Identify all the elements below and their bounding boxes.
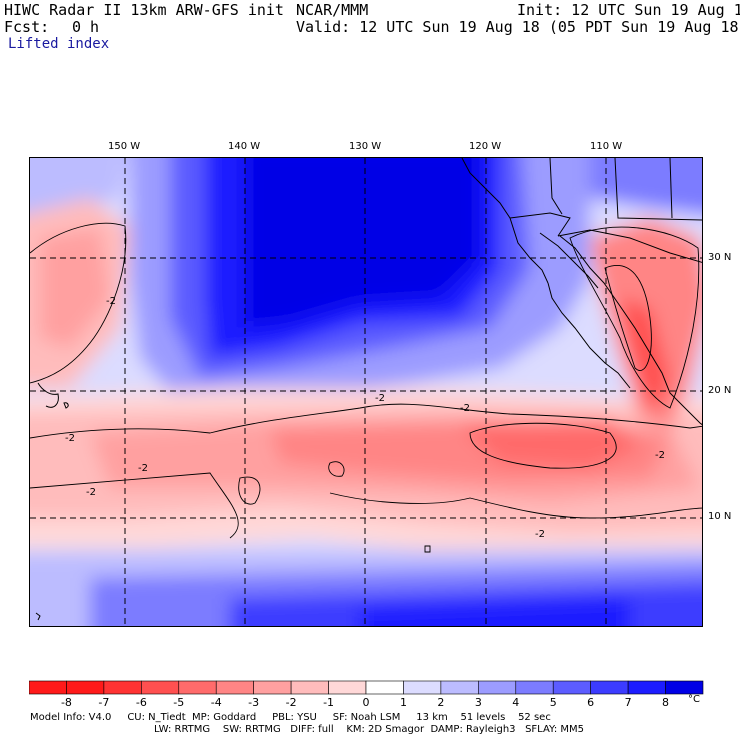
field-shading xyxy=(30,158,702,626)
contour-label: -2 xyxy=(86,487,96,498)
legend-swatch xyxy=(253,680,292,695)
lon-label-150w: 150 W xyxy=(108,141,141,152)
lon-label-110w: 110 W xyxy=(590,141,623,152)
contour-label: -2 xyxy=(106,296,116,307)
legend-tick-label: 2 xyxy=(437,696,444,709)
contour-label: -2 xyxy=(535,529,545,540)
legend-tick-label: -4 xyxy=(211,696,222,709)
legend-tick-label: 3 xyxy=(475,696,482,709)
lon-label-120w: 120 W xyxy=(469,141,502,152)
lat-label-30n: 30 N xyxy=(708,252,732,263)
legend-unit: °C xyxy=(688,694,700,705)
legend-swatch xyxy=(103,680,142,695)
legend-swatch xyxy=(440,680,479,695)
field-name: Lifted index xyxy=(8,36,110,52)
legend-tick-label: -6 xyxy=(136,696,147,709)
legend-swatch xyxy=(552,680,591,695)
legend-swatch xyxy=(178,680,217,695)
lat-label-20n: 20 N xyxy=(708,385,732,396)
legend-tick-label: 0 xyxy=(363,696,370,709)
legend-tick-label: -5 xyxy=(173,696,184,709)
legend-swatch xyxy=(627,680,666,695)
contour-isolines xyxy=(30,222,702,553)
contour-labels: -2 -2 -2 -2 -2 -2 -2 -2 xyxy=(65,296,665,540)
legend-swatch xyxy=(590,680,629,695)
fcst-label: Fcst: xyxy=(4,18,50,36)
legend-swatch xyxy=(403,680,442,695)
graticule xyxy=(30,158,702,626)
color-legend: -8 -7 -6 -5 -4 -3 -2 -1 0 1 2 3 4 5 6 7 8 xyxy=(28,680,729,714)
footer-physics-info: LW: RRTMG SW: RRTMG DIFF: full KM: 2D Sm… xyxy=(154,724,584,735)
legend-swatch xyxy=(141,680,180,695)
lifted-index-map: -2 -2 -2 -2 -2 -2 -2 -2 xyxy=(29,157,703,627)
legend-tick-label: -8 xyxy=(61,696,72,709)
contour-label: -2 xyxy=(655,450,665,461)
lat-label-10n: 10 N xyxy=(708,511,732,522)
legend-swatch xyxy=(215,680,254,695)
legend-tick-label: 1 xyxy=(400,696,407,709)
init-time: Init: 12 UTC Sun 19 Aug 18 xyxy=(517,1,740,19)
coastline xyxy=(35,158,702,621)
legend-swatch xyxy=(66,680,105,695)
legend-tick-label: -2 xyxy=(286,696,297,709)
legend-tick-label: 5 xyxy=(550,696,557,709)
valid-time: Valid: 12 UTC Sun 19 Aug 18 (05 PDT Sun … xyxy=(296,18,740,36)
legend-tick-label: -3 xyxy=(248,696,259,709)
legend-swatch xyxy=(328,680,367,695)
legend-tick-label: 4 xyxy=(512,696,519,709)
legend-tick-label: 6 xyxy=(587,696,594,709)
org-label: NCAR/MMM xyxy=(296,1,369,19)
legend-swatch xyxy=(515,680,554,695)
legend-swatch xyxy=(28,680,67,695)
legend-tick-label: -7 xyxy=(98,696,109,709)
contour-label: -2 xyxy=(460,403,470,414)
legend-tick-label: 7 xyxy=(625,696,632,709)
legend-swatch xyxy=(290,680,329,695)
lon-label-140w: 140 W xyxy=(228,141,261,152)
legend-swatch xyxy=(665,680,704,695)
fcst-value: 0 h xyxy=(72,18,100,36)
contour-label: -2 xyxy=(65,433,75,444)
legend-tick-label: -1 xyxy=(323,696,334,709)
lon-label-130w: 130 W xyxy=(349,141,382,152)
contour-label: -2 xyxy=(138,463,148,474)
legend-scale: -8 -7 -6 -5 -4 -3 -2 -1 0 1 2 3 4 5 6 7 8 xyxy=(28,680,704,709)
legend-swatch xyxy=(478,680,517,695)
model-title: HIWC Radar II 13km ARW-GFS init xyxy=(4,1,284,19)
legend-swatch xyxy=(365,680,404,695)
map-canvas: -2 -2 -2 -2 -2 -2 -2 -2 xyxy=(30,158,702,626)
footer-model-info: Model Info: V4.0 CU: N_Tiedt MP: Goddard… xyxy=(30,712,551,723)
contour-label: -2 xyxy=(375,393,385,404)
legend-tick-label: 8 xyxy=(662,696,669,709)
